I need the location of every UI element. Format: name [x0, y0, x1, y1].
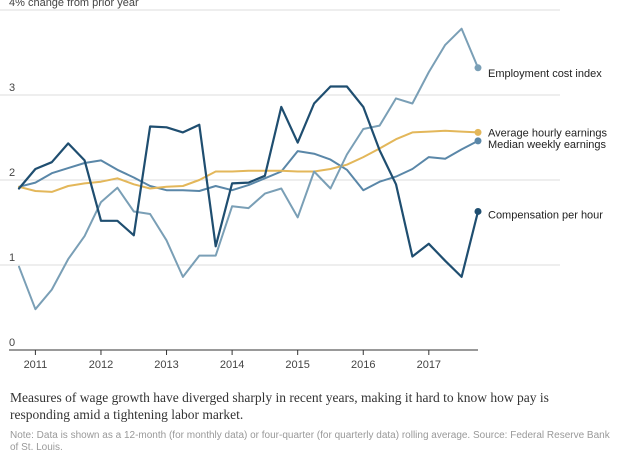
y-tick-label-3: 3: [9, 82, 15, 94]
y-tick-label-2: 2: [9, 167, 15, 179]
series-line-average-hourly-earnings: [18, 129, 479, 193]
x-tick-label-2013: 2013: [154, 359, 178, 371]
series-line-median-weekly-earnings: [18, 139, 479, 192]
y-tick-label-1: 1: [9, 252, 15, 264]
x-tick-label-2012: 2012: [89, 359, 113, 371]
series-line-employment-cost-index: [18, 27, 479, 311]
series-label-compensation-per-hour: Compensation per hour: [488, 209, 603, 221]
y-tick-label-0: 0: [9, 337, 15, 349]
x-tick-label-2015: 2015: [285, 359, 309, 371]
source-note: Note: Data is shown as a 12-month (for m…: [10, 430, 610, 453]
x-tick-label-2017: 2017: [417, 359, 441, 371]
end-marker-average-hourly-earnings: [474, 128, 482, 136]
series-label-employment-cost-index: Employment cost index: [488, 68, 602, 80]
y-axis-ticks: 4% change from prior year 3 2 1 0: [9, 0, 139, 349]
gridlines: [0, 9, 560, 266]
x-axis: 2011 2012 2013 2014 2015 2016 2017: [9, 349, 478, 371]
end-markers: [474, 64, 482, 215]
series-line-compensation-per-hour: [17, 85, 480, 278]
x-tick-label-2016: 2016: [351, 359, 375, 371]
series-label-average-hourly-earnings: Average hourly earnings: [488, 127, 608, 139]
end-marker-median-weekly-earnings: [474, 137, 482, 145]
end-marker-compensation-per-hour: [474, 207, 482, 215]
chart-caption: Measures of wage growth have diverged sh…: [10, 390, 549, 422]
series-lines: [17, 27, 480, 311]
x-tick-label-2014: 2014: [220, 359, 244, 371]
x-tick-label-2011: 2011: [24, 359, 48, 371]
y-tick-label-4: 4% change from prior year: [9, 0, 139, 9]
end-marker-employment-cost-index: [474, 64, 482, 72]
series-label-median-weekly-earnings: Median weekly earnings: [488, 139, 607, 151]
